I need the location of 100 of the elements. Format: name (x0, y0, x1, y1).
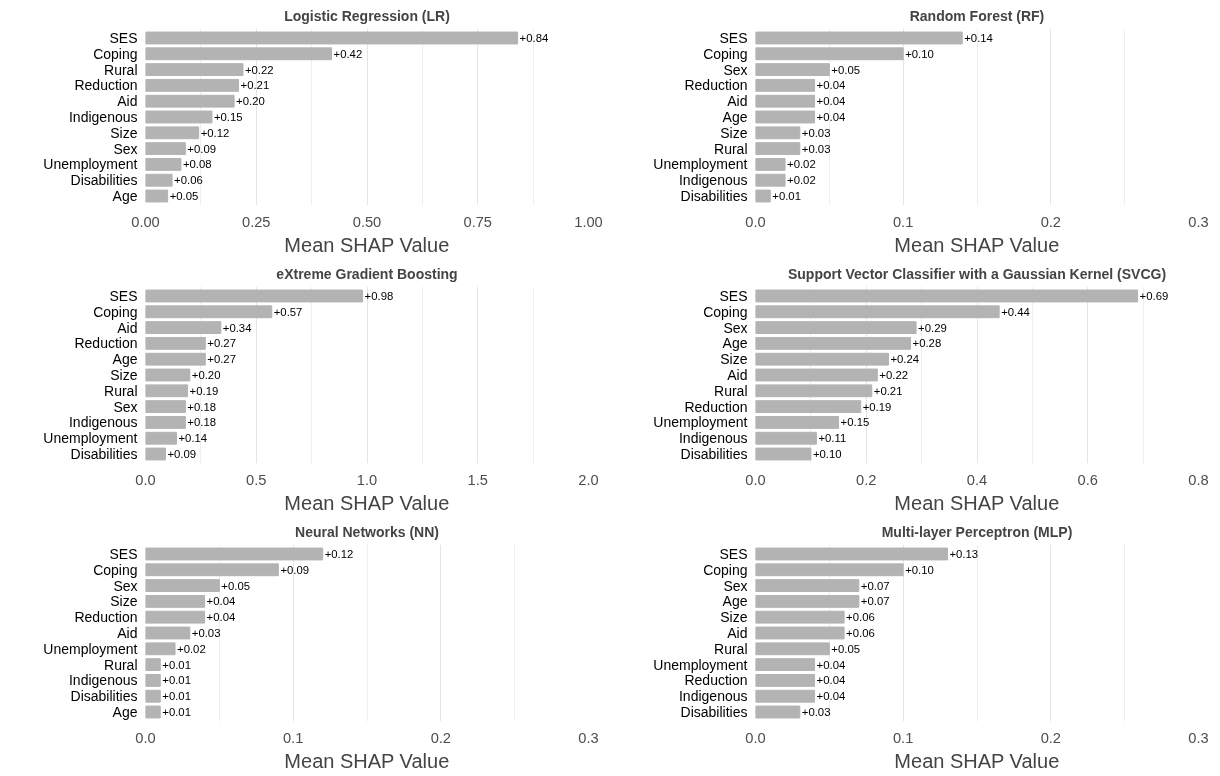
data-label: +0.28 (912, 337, 942, 350)
data-label: +0.02 (787, 174, 816, 187)
data-label: +0.11 (818, 432, 847, 445)
data-label: +0.20 (236, 95, 265, 108)
data-label: +0.04 (816, 95, 846, 108)
x-axis-title: Mean SHAP Value (894, 233, 1060, 256)
y-tick-label: Coping (703, 561, 748, 578)
y-tick-label: Age (112, 704, 138, 721)
y-tick-label: Indigenous (69, 414, 138, 431)
data-label: +0.10 (905, 563, 934, 576)
x-tick-label: 0.2 (856, 471, 877, 488)
data-label: +0.22 (879, 369, 908, 381)
y-tick-label: Rural (104, 382, 138, 399)
y-tick-label: Unemployment (653, 656, 748, 673)
y-tick-label: Aid (727, 625, 748, 641)
y-tick-label: Sex (113, 398, 138, 415)
data-label: +0.01 (162, 690, 191, 703)
data-label: +0.02 (177, 642, 206, 655)
y-tick-label: Indigenous (69, 672, 138, 689)
y-tick-label: Coping (703, 45, 748, 62)
x-tick-label: 0.8 (1188, 471, 1209, 488)
x-tick-label: 1.0 (356, 471, 378, 488)
y-tick-label: Reduction (74, 335, 138, 352)
chart-title: Multi-layer Perceptron (MLP) (881, 523, 1073, 540)
x-tick-label: 0.3 (578, 729, 599, 746)
y-tick-label: Age (722, 593, 748, 610)
y-tick-label: Disabilities (70, 688, 138, 705)
y-tick-label: Size (110, 367, 138, 383)
y-tick-label: Unemployment (653, 156, 748, 173)
data-label: +0.15 (840, 416, 870, 429)
data-label: +0.05 (169, 190, 199, 203)
y-tick-label: SES (719, 29, 748, 46)
data-label: +0.09 (167, 448, 197, 461)
data-label: +0.04 (206, 611, 236, 624)
x-axis-title: Mean SHAP Value (894, 749, 1060, 772)
data-label: +0.04 (816, 690, 846, 703)
y-tick-label: Sex (113, 577, 138, 594)
y-tick-label: Unemployment (43, 640, 138, 657)
y-tick-label: Sex (723, 577, 748, 594)
data-label: +0.44 (1001, 305, 1030, 318)
data-label: +0.19 (189, 384, 219, 397)
y-tick-label: Rural (714, 382, 748, 399)
data-label: +0.24 (890, 353, 920, 366)
x-axis-title: Mean SHAP Value (284, 749, 450, 772)
y-tick-label: Reduction (684, 398, 748, 415)
x-tick-label: 0.2 (430, 729, 452, 746)
y-tick-label: Sex (113, 140, 138, 157)
data-label: +0.07 (860, 579, 890, 592)
data-label: +0.03 (801, 126, 831, 139)
data-label: +0.98 (364, 289, 394, 302)
data-label: +0.18 (187, 400, 217, 413)
data-label: +0.21 (240, 79, 270, 92)
y-tick-label: SES (719, 287, 748, 304)
x-tick-label: 0.1 (892, 729, 914, 746)
y-tick-label: Aid (117, 319, 138, 336)
data-label: +0.18 (187, 416, 217, 429)
y-tick-label: Sex (723, 319, 748, 336)
y-tick-label: Disabilities (70, 172, 138, 189)
data-label: +0.07 (860, 595, 890, 608)
y-tick-label: Reduction (74, 609, 138, 626)
y-tick-label: Rural (104, 61, 138, 78)
x-tick-label: 2.0 (578, 471, 599, 488)
x-tick-label: 0.0 (745, 213, 766, 230)
data-label: +0.01 (162, 658, 191, 671)
data-label: +0.12 (324, 547, 354, 560)
data-label: +0.09 (280, 563, 310, 576)
chart-title: Support Vector Classifier with a Gaussian Kernel (SVCG) (787, 265, 1167, 282)
data-label: +0.03 (801, 142, 831, 155)
data-label: +0.06 (846, 611, 875, 624)
data-label: +0.04 (816, 658, 846, 671)
y-tick-label: Rural (714, 640, 748, 657)
y-tick-label: Age (722, 335, 748, 352)
y-tick-label: Age (112, 188, 138, 205)
x-tick-label: 0.3 (1188, 729, 1209, 746)
y-tick-label: Unemployment (653, 414, 748, 431)
y-tick-label: Age (112, 351, 138, 368)
x-tick-label: 0.0 (135, 471, 156, 488)
data-label: +0.04 (816, 111, 846, 123)
x-tick-label: 0.0 (135, 729, 156, 746)
x-tick-label: 0.0 (745, 471, 766, 488)
y-tick-label: Aid (117, 625, 138, 641)
data-label: +0.04 (816, 674, 846, 687)
y-tick-label: Disabilities (680, 188, 748, 205)
y-tick-label: Coping (93, 561, 138, 578)
chart-title: Logistic Regression (LR) (284, 7, 450, 24)
y-tick-label: Indigenous (69, 109, 138, 125)
x-tick-label: 0.4 (966, 471, 988, 488)
y-tick-label: Reduction (74, 77, 138, 94)
y-tick-label: Size (720, 351, 748, 368)
x-axis-title: Mean SHAP Value (284, 233, 450, 256)
x-axis-title: Mean SHAP Value (284, 491, 450, 514)
data-label: +0.08 (182, 158, 212, 171)
y-tick-label: Coping (93, 45, 138, 62)
y-tick-label: Size (110, 593, 138, 610)
chart-title: Random Forest (RF) (909, 7, 1045, 24)
data-label: +0.02 (787, 158, 816, 171)
data-label: +0.34 (222, 321, 252, 334)
data-label: +0.42 (333, 47, 363, 60)
y-tick-label: Indigenous (679, 172, 748, 189)
data-label: +0.15 (213, 111, 243, 123)
